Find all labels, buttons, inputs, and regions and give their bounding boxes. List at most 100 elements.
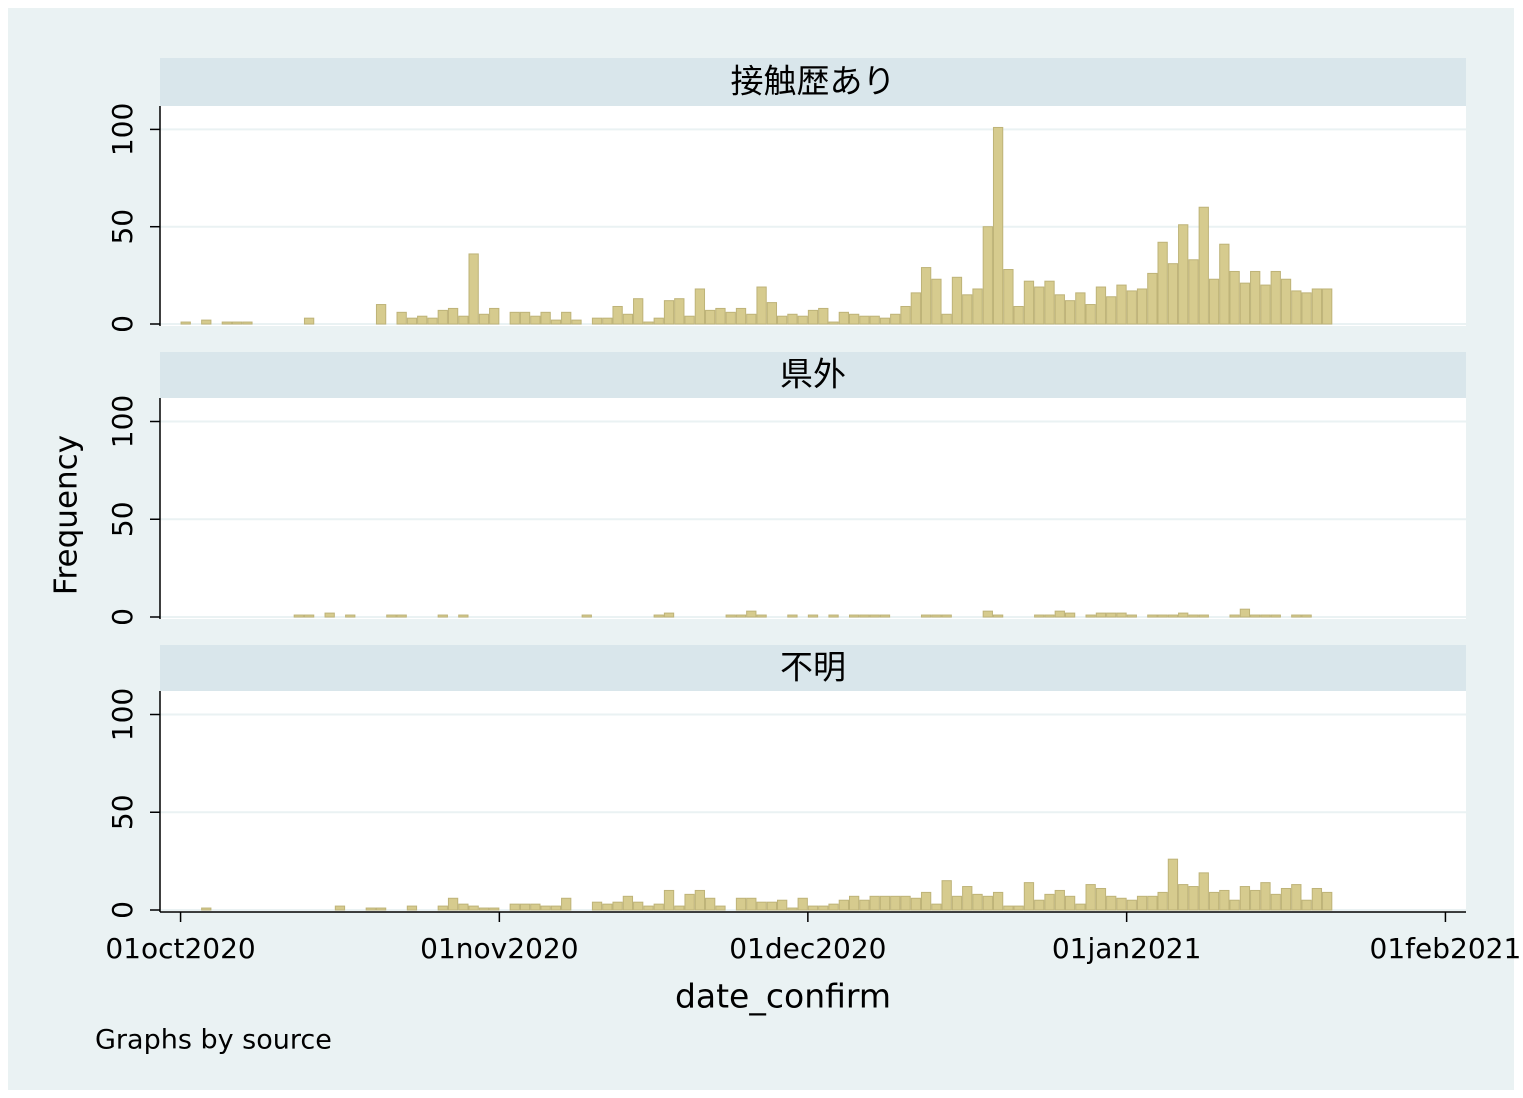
bar bbox=[1229, 270, 1240, 325]
bar bbox=[972, 893, 983, 911]
bar bbox=[1126, 290, 1137, 325]
bar bbox=[797, 897, 808, 911]
x-tick-label: 01jan2021 bbox=[1052, 932, 1202, 965]
bar bbox=[1126, 614, 1137, 618]
bar bbox=[1311, 288, 1323, 325]
bar bbox=[663, 300, 675, 325]
bar bbox=[931, 903, 942, 911]
bar bbox=[1034, 899, 1045, 911]
bar bbox=[992, 126, 1004, 325]
bar bbox=[437, 309, 448, 325]
bar bbox=[1291, 884, 1302, 911]
bar bbox=[838, 311, 849, 325]
y-tick-label: 0 bbox=[106, 315, 139, 333]
bar bbox=[962, 886, 973, 911]
bar bbox=[941, 614, 952, 618]
bar bbox=[1034, 286, 1045, 325]
bar bbox=[550, 319, 562, 325]
y-tick-label: 100 bbox=[106, 688, 139, 741]
bar bbox=[633, 298, 644, 325]
bar bbox=[1301, 614, 1312, 618]
bar bbox=[705, 897, 716, 911]
bar bbox=[591, 901, 603, 911]
bar bbox=[725, 311, 736, 325]
bar bbox=[920, 267, 932, 325]
bar bbox=[1167, 858, 1179, 911]
bar bbox=[1322, 288, 1333, 325]
bar bbox=[375, 304, 387, 325]
bar bbox=[1270, 893, 1281, 911]
bar bbox=[1250, 614, 1261, 618]
plot-area bbox=[160, 691, 1466, 912]
bar bbox=[900, 305, 911, 325]
bar bbox=[519, 903, 531, 911]
bar bbox=[478, 313, 490, 325]
bar bbox=[365, 907, 376, 911]
bar bbox=[818, 307, 829, 325]
bar bbox=[1013, 905, 1024, 911]
bar bbox=[972, 288, 983, 325]
bar bbox=[345, 614, 356, 618]
bar bbox=[818, 905, 829, 911]
bar bbox=[1188, 614, 1199, 618]
bar bbox=[1260, 614, 1271, 618]
bar bbox=[303, 614, 315, 618]
bar bbox=[694, 288, 706, 325]
bar bbox=[1280, 887, 1292, 911]
x-tick-label: 01oct2020 bbox=[105, 932, 255, 965]
panel-title: 接触歴あり bbox=[731, 62, 896, 101]
bar bbox=[869, 315, 880, 325]
bar bbox=[602, 317, 613, 325]
bar bbox=[1064, 612, 1076, 618]
bar bbox=[1085, 304, 1096, 325]
bar bbox=[1136, 288, 1148, 325]
bar bbox=[550, 905, 562, 911]
bar bbox=[787, 614, 798, 618]
bar bbox=[982, 895, 993, 911]
bar bbox=[653, 614, 664, 618]
bar bbox=[684, 893, 695, 911]
bar bbox=[1229, 614, 1240, 618]
bar bbox=[746, 897, 757, 911]
bar bbox=[1157, 891, 1168, 911]
bar bbox=[1064, 300, 1076, 325]
bar bbox=[766, 302, 778, 325]
bar bbox=[787, 907, 798, 911]
bar bbox=[561, 897, 572, 911]
bar bbox=[1198, 206, 1209, 325]
bar bbox=[1023, 882, 1035, 911]
bar bbox=[941, 313, 952, 325]
bar bbox=[1270, 270, 1281, 325]
bar bbox=[1085, 884, 1096, 911]
panel-header bbox=[160, 58, 1466, 106]
bar bbox=[1219, 889, 1230, 911]
bar bbox=[920, 891, 932, 911]
bar bbox=[992, 891, 1004, 911]
bar bbox=[1106, 296, 1117, 325]
bar bbox=[982, 226, 993, 325]
bar bbox=[694, 889, 706, 911]
bar bbox=[540, 311, 551, 325]
bar bbox=[1167, 614, 1179, 618]
bar bbox=[653, 317, 664, 325]
bar bbox=[1208, 891, 1220, 911]
bar bbox=[807, 905, 819, 911]
bar bbox=[663, 889, 675, 911]
bar bbox=[859, 899, 870, 911]
bar bbox=[1106, 895, 1117, 911]
bar bbox=[1095, 612, 1107, 618]
bar bbox=[1291, 290, 1302, 325]
bar bbox=[386, 614, 397, 618]
bar bbox=[1147, 895, 1158, 911]
bar bbox=[951, 276, 963, 325]
bar bbox=[941, 880, 952, 911]
bar bbox=[879, 614, 891, 618]
bar bbox=[931, 278, 942, 325]
bar bbox=[684, 315, 695, 325]
bar bbox=[1075, 903, 1086, 911]
plot-area bbox=[160, 398, 1466, 619]
bar bbox=[1219, 243, 1230, 325]
bar bbox=[1116, 284, 1127, 325]
bar bbox=[1136, 895, 1148, 911]
bar bbox=[334, 905, 346, 911]
